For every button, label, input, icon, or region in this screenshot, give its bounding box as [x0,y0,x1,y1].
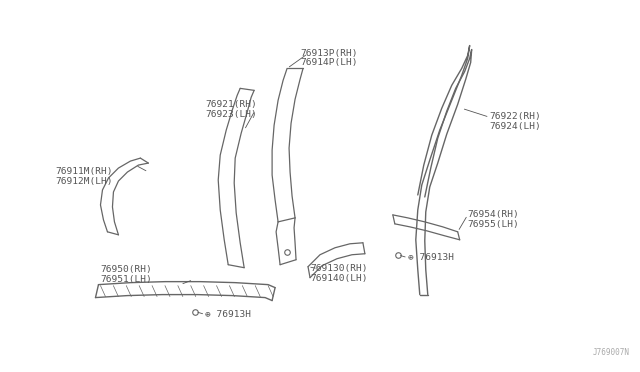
Text: 769130(RH): 769130(RH) [310,264,367,273]
Text: 76921(RH): 76921(RH) [205,100,257,109]
Text: 76924(LH): 76924(LH) [490,122,541,131]
Text: 76951(LH): 76951(LH) [100,275,152,284]
Text: 76950(RH): 76950(RH) [100,265,152,274]
Text: J769007N: J769007N [593,348,629,357]
Text: 76913P(RH): 76913P(RH) [300,48,358,58]
Text: 76912M(LH): 76912M(LH) [56,177,113,186]
Text: 769140(LH): 769140(LH) [310,274,367,283]
Text: ⊕ 76913H: ⊕ 76913H [205,310,252,318]
Text: 76923(LH): 76923(LH) [205,110,257,119]
Text: 76955(LH): 76955(LH) [468,220,520,229]
Text: ⊕ 76913H: ⊕ 76913H [408,253,454,262]
Text: 76911M(RH): 76911M(RH) [56,167,113,176]
Text: 76954(RH): 76954(RH) [468,210,520,219]
Text: 76914P(LH): 76914P(LH) [300,58,358,67]
Text: 76922(RH): 76922(RH) [490,112,541,121]
